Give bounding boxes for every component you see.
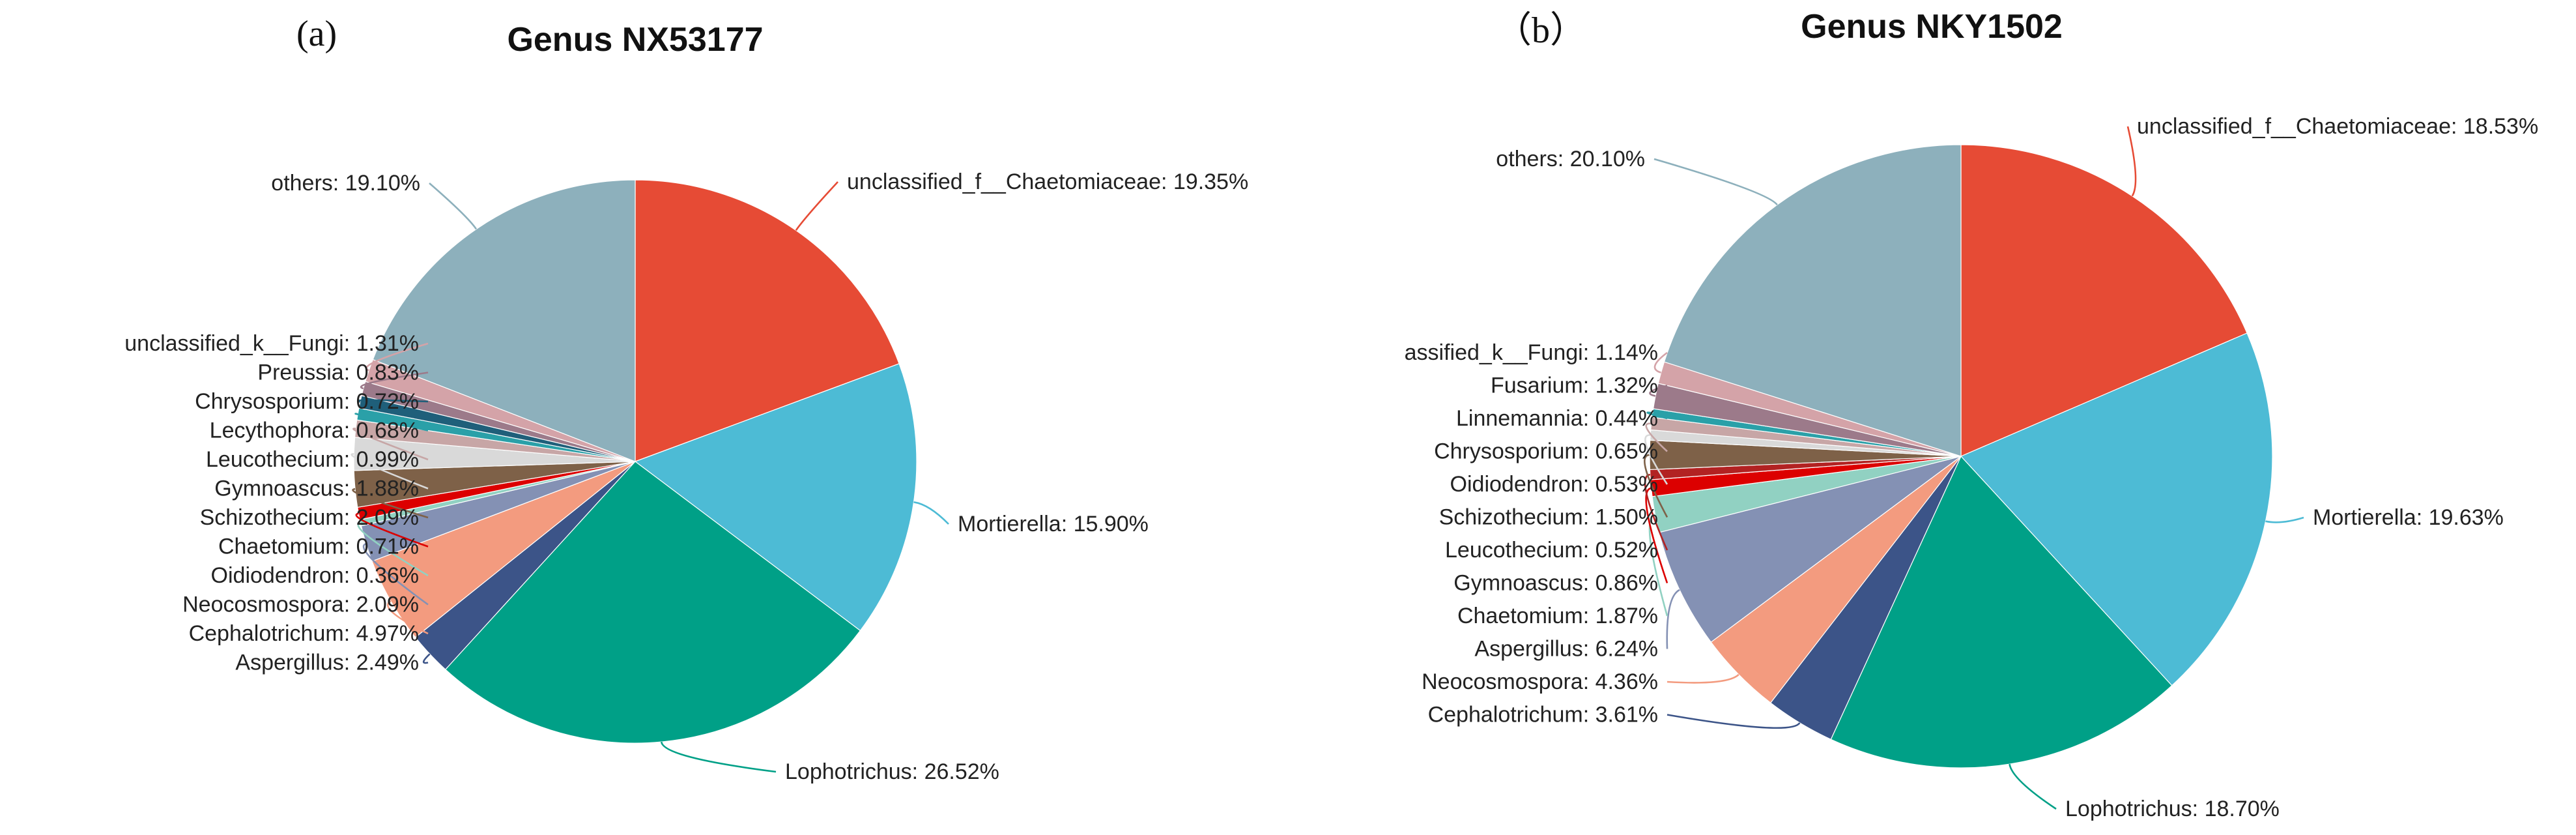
leader-line-a-8 bbox=[352, 488, 429, 519]
slice-label-a-12: Chrysosporium: 0.72% bbox=[195, 389, 419, 414]
slice-label-a-3: Aspergillus: 2.49% bbox=[235, 651, 419, 675]
leader-line-a-0 bbox=[795, 181, 838, 231]
slice-label-a-1: Mortierella: 15.90% bbox=[958, 512, 1149, 536]
slice-label-b-2: Lophotrichus: 18.70% bbox=[2065, 797, 2280, 821]
leader-line-b-4 bbox=[1667, 673, 1739, 684]
leader-line-a-11 bbox=[354, 413, 429, 432]
leader-line-b-11 bbox=[1645, 422, 1668, 452]
leader-line-b-3 bbox=[1667, 714, 1801, 729]
slice-label-a-13: Preussia: 0.83% bbox=[257, 360, 419, 385]
slice-label-a-15: others: 19.10% bbox=[271, 171, 420, 196]
leader-line-b-10 bbox=[1644, 434, 1668, 485]
leader-line-a-15 bbox=[429, 183, 478, 230]
pie-slice-b-2 bbox=[1830, 455, 2173, 769]
slice-label-a-5: Neocosmospora: 2.09% bbox=[182, 593, 419, 617]
pie-slices-b bbox=[1649, 144, 2273, 769]
leader-line-a-1 bbox=[913, 501, 949, 525]
leader-line-a-12 bbox=[356, 399, 429, 403]
pie-chart-b: （b） Genus NKY1502 unclassified_f__Chaeto… bbox=[1405, 8, 2539, 821]
leader-line-a-13 bbox=[360, 372, 429, 390]
leader-line-b-13 bbox=[1649, 385, 1668, 397]
slice-label-a-9: Gymnoascus: 1.88% bbox=[214, 476, 419, 501]
leader-line-b-14 bbox=[1653, 351, 1668, 374]
slice-label-b-6: Chaetomium: 1.87% bbox=[1457, 604, 1658, 628]
leader-line-a-3 bbox=[422, 653, 431, 664]
slice-label-b-7: Gymnoascus: 0.86% bbox=[1453, 571, 1658, 596]
slice-label-b-1: Mortierella: 19.63% bbox=[2313, 505, 2504, 530]
leader-line-a-9 bbox=[351, 453, 429, 490]
pie-chart-a: (a) Genus NX53177 unclassified_f__Chaeto… bbox=[124, 14, 1248, 784]
leader-line-a-2 bbox=[661, 741, 777, 773]
slice-label-a-10: Leucothecium: 0.99% bbox=[206, 447, 419, 472]
slice-label-b-14: assified_k__Fungi: 1.14% bbox=[1405, 340, 1658, 365]
panel-label-b: （b） bbox=[1495, 10, 1586, 51]
leader-line-a-14 bbox=[365, 342, 429, 372]
slice-label-b-3: Cephalotrichum: 3.61% bbox=[1428, 703, 1658, 727]
leader-line-b-5 bbox=[1666, 589, 1680, 649]
leader-line-a-6 bbox=[357, 521, 429, 577]
leader-line-a-10 bbox=[352, 428, 429, 461]
slice-label-a-8: Schizothecium: 2.09% bbox=[200, 505, 419, 530]
leader-line-b-6 bbox=[1648, 514, 1668, 617]
pie-slice-b-1 bbox=[1960, 332, 2273, 686]
leader-line-b-7 bbox=[1645, 487, 1668, 583]
slice-label-a-6: Oidiodendron: 0.36% bbox=[211, 563, 419, 588]
slice-label-b-8: Leucothecium: 0.52% bbox=[1445, 538, 1658, 563]
slice-label-b-12: Linnemannia: 0.44% bbox=[1456, 406, 1658, 431]
slice-label-a-2: Lophotrichus: 26.52% bbox=[785, 759, 999, 784]
leader-line-b-12 bbox=[1646, 411, 1668, 420]
slice-label-b-4: Neocosmospora: 4.36% bbox=[1422, 669, 1658, 694]
leader-line-b-0 bbox=[2126, 126, 2137, 197]
slice-label-b-10: Oidiodendron: 0.53% bbox=[1450, 472, 1658, 497]
leader-line-b-2 bbox=[2009, 763, 2057, 810]
leader-line-a-5 bbox=[362, 542, 429, 606]
chart-title-a: Genus NX53177 bbox=[507, 21, 763, 59]
slice-label-b-15: others: 20.10% bbox=[1496, 147, 1645, 171]
slice-label-a-11: Lecythophora: 0.68% bbox=[210, 418, 419, 443]
pie-slice-a-15 bbox=[372, 179, 636, 462]
pie-slice-a-1 bbox=[634, 363, 917, 632]
slice-labels-a: unclassified_f__Chaetomiaceae: 19.35% Mor… bbox=[124, 169, 1248, 784]
pie-slice-a-0 bbox=[635, 179, 900, 462]
leader-line-b-15 bbox=[1653, 158, 1778, 206]
slice-labels-b: unclassified_f__Chaetomiaceae: 18.53% Mor… bbox=[1405, 114, 2539, 821]
leader-line-b-9 bbox=[1644, 454, 1668, 518]
slice-label-b-5: Aspergillus: 6.24% bbox=[1474, 637, 1658, 662]
slice-label-b-9: Schizothecium: 1.50% bbox=[1439, 505, 1658, 530]
leader-line-a-4 bbox=[387, 600, 429, 635]
leader-line-b-1 bbox=[2265, 516, 2304, 523]
slice-label-b-0: unclassified_f__Chaetomiaceae: 18.53% bbox=[2137, 114, 2538, 139]
pie-slice-b-5 bbox=[1658, 456, 1962, 643]
leader-lines-b bbox=[1644, 126, 2304, 810]
chart-title-b: Genus NKY1502 bbox=[1801, 8, 2063, 46]
leader-line-a-7 bbox=[355, 512, 429, 548]
slice-label-b-13: Fusarium: 1.32% bbox=[1491, 374, 1658, 398]
pie-slices-a bbox=[353, 179, 917, 744]
slice-label-b-11: Chrysosporium: 0.65% bbox=[1434, 439, 1658, 464]
slice-label-a-14: unclassified_k__Fungi: 1.31% bbox=[124, 331, 419, 356]
leader-lines-a bbox=[351, 181, 949, 773]
slice-label-a-0: unclassified_f__Chaetomiaceae: 19.35% bbox=[847, 169, 1248, 194]
slice-label-a-4: Cephalotrichum: 4.97% bbox=[189, 621, 419, 646]
panel-label-a: (a) bbox=[296, 14, 337, 54]
slice-label-a-7: Chaetomium: 0.71% bbox=[218, 535, 419, 559]
pie-slice-b-0 bbox=[1960, 144, 2248, 457]
